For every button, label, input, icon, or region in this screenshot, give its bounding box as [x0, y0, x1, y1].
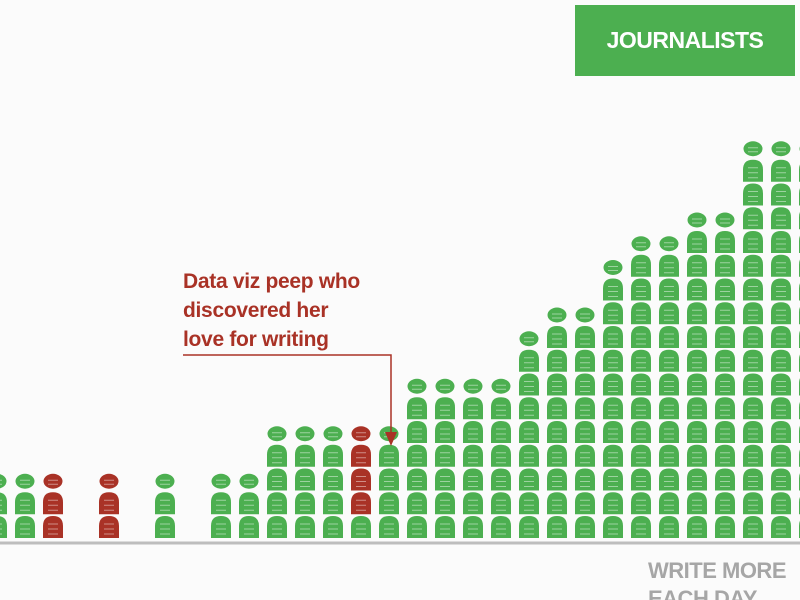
- annotation-line-1: Data viz peep who: [183, 270, 360, 293]
- annotation-line-2: discovered her: [183, 299, 329, 322]
- person-unit: [0, 474, 7, 515]
- annotation-line-3: love for writing: [183, 328, 329, 351]
- person-unit: [155, 473, 175, 515]
- annotation-arrow-line: [183, 354, 392, 440]
- person-unit: [603, 260, 623, 301]
- person-unit: [687, 212, 707, 253]
- person-unit: [715, 212, 735, 253]
- person-unit: [351, 426, 371, 467]
- person-unit: [659, 236, 679, 277]
- person-unit: [547, 307, 567, 348]
- person-unit: [99, 473, 119, 515]
- person-unit: [15, 473, 35, 515]
- person-unit: [239, 473, 259, 515]
- person-unit: [211, 473, 231, 515]
- person-unit: [575, 307, 595, 348]
- person-unit: [771, 141, 791, 182]
- annotation-text: Data viz peep who discovered her love fo…: [183, 267, 423, 354]
- x-axis-label-line-1: WRITE MORE: [648, 558, 787, 583]
- x-axis-label: WRITE MORE EACH DAY: [648, 557, 800, 600]
- annotation-arrow-head: [385, 432, 397, 446]
- person-unit: [519, 331, 539, 372]
- person-unit: [295, 426, 315, 467]
- x-axis-label-line-2: EACH DAY: [648, 586, 757, 600]
- person-units: [0, 141, 800, 538]
- legend-label: JOURNALISTS: [606, 27, 764, 53]
- person-unit: [435, 378, 455, 420]
- person-unit: [491, 378, 511, 420]
- person-unit: [407, 378, 427, 420]
- person-unit: [43, 473, 63, 515]
- person-unit: [631, 236, 651, 277]
- person-unit: [463, 378, 483, 420]
- person-unit: [323, 426, 343, 467]
- person-unit: [267, 426, 287, 467]
- person-unit: [743, 141, 763, 182]
- legend-journalists: JOURNALISTS: [575, 5, 795, 76]
